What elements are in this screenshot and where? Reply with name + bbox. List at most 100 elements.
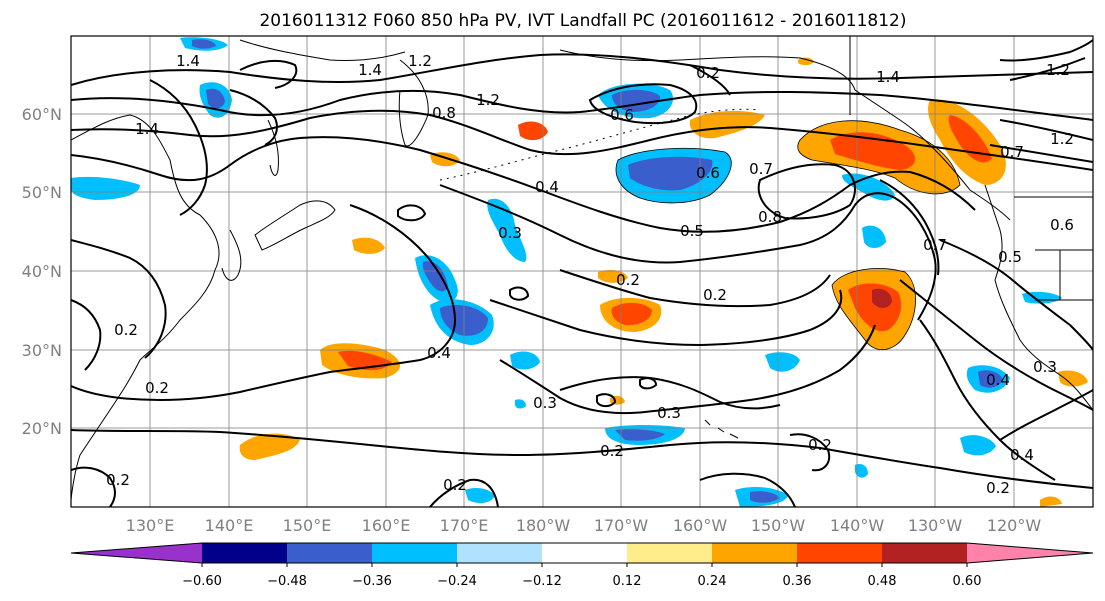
pv-contours (71, 39, 1093, 507)
contour-label: 0.2 (145, 379, 169, 397)
japan-coastline (254, 200, 336, 251)
kamchatka-coastline (398, 59, 429, 147)
contour-label: 0.7 (1000, 143, 1024, 161)
negative-anomaly-tropics-3 (960, 435, 996, 456)
thin-contour-1 (615, 147, 732, 204)
west-coast (994, 279, 1093, 411)
lon-label: 120°W (987, 516, 1042, 535)
hawaii-islands (704, 419, 739, 439)
contour-label: 0.2 (616, 271, 640, 289)
coastlines (71, 36, 1093, 501)
contour-label: 0.2 (443, 476, 467, 494)
colorbar-label: −0.36 (352, 574, 392, 589)
contour-9 (559, 376, 781, 410)
colorbar-segment (712, 543, 797, 563)
us-states (1035, 249, 1093, 301)
contour-label: 1.2 (1046, 61, 1070, 79)
contour-23 (999, 119, 1093, 141)
contour-24 (989, 144, 1093, 163)
lat-label: 40°N (22, 262, 62, 281)
map-title: 2016011312 F060 850 hPa PV, IVT Landfall… (259, 11, 906, 31)
lat-label: 20°N (22, 419, 62, 438)
colorbar-segment (71, 543, 202, 563)
colorbar-label: 0.48 (868, 574, 897, 589)
contour-label: 0.6 (696, 164, 720, 182)
lat-label: 50°N (22, 183, 62, 202)
contour-35 (789, 433, 831, 472)
negative-anomaly-north-pac-core (628, 156, 713, 191)
contour-label: 1.2 (1050, 130, 1074, 148)
contour-11 (559, 269, 831, 308)
contour-13 (899, 279, 1093, 411)
contour-label: 0.7 (749, 160, 773, 178)
contour-29 (509, 286, 530, 301)
contour-label: 0.3 (533, 394, 557, 412)
colorbar-segment (542, 543, 627, 563)
asia-coastline (71, 114, 220, 501)
contour-label: 1.4 (876, 68, 900, 86)
contour-label: 1.2 (476, 91, 500, 109)
lat-label: 30°N (22, 341, 62, 360)
colorbar-label: 0.24 (698, 574, 727, 589)
contour-25 (149, 79, 208, 216)
okhotsk-coastline (239, 39, 406, 61)
bc-coastline (984, 184, 1003, 281)
contour-26 (229, 89, 278, 146)
latitude-labels: 60°N 50°N 40°N 30°N 20°N (22, 105, 62, 438)
thin-contours (615, 120, 961, 350)
negative-anomaly-top-core (192, 39, 216, 49)
colorbar-label: 0.12 (613, 574, 642, 589)
lon-label: 160°W (673, 516, 728, 535)
negative-anomaly-sub-3-core (978, 370, 1003, 388)
contour-label: 0.6 (610, 106, 634, 124)
contour-10 (489, 289, 843, 347)
positive-anomaly-central-core (611, 302, 652, 326)
colorbar-segment (372, 543, 457, 563)
contour-label: 0.2 (703, 286, 727, 304)
colorbar-label: 0.36 (783, 574, 812, 589)
contour-8 (499, 324, 876, 415)
lat-label: 60°N (22, 105, 62, 124)
contour-label: 0.5 (680, 222, 704, 240)
contour-5 (439, 184, 937, 321)
contour-label: 0.6 (1050, 216, 1074, 234)
contour-30 (596, 393, 617, 408)
lon-label: 170°W (594, 516, 649, 535)
positive-anomaly-small-3 (352, 237, 385, 254)
thin-contour-2 (797, 120, 961, 195)
contour-7 (71, 429, 1093, 489)
contour-label: 0.2 (114, 321, 138, 339)
contour-36 (999, 389, 1093, 441)
aleutian-chain (439, 108, 761, 181)
contour-32 (699, 472, 796, 507)
colorbar-label: −0.24 (437, 574, 477, 589)
contour-label: 0.8 (432, 104, 456, 122)
contour-12 (919, 319, 1056, 481)
contour-4 (71, 136, 976, 233)
contour-label: 0.8 (758, 208, 782, 226)
contour-18 (71, 299, 102, 371)
contour-labels: 1.4 1.2 1.4 1.2 1.4 0.8 1.4 0.6 0.6 0.4 … (106, 52, 1074, 497)
contour-label: 0.2 (600, 442, 624, 460)
contour-16 (879, 179, 940, 276)
colorbar-label: −0.60 (182, 574, 222, 589)
contour-label: 0.2 (808, 436, 832, 454)
alaska-coastline (559, 49, 1011, 221)
negative-anomaly-japan-sea-core (206, 88, 225, 109)
colorbar-segment (202, 543, 287, 563)
contour-21 (999, 39, 1093, 62)
longitude-labels: 130°E 140°E 150°E 160°E 170°E 180°W 170°… (126, 516, 1042, 535)
negative-anomaly-tropics-7 (515, 399, 526, 409)
positive-anomaly-small-4 (239, 433, 300, 460)
contour-33 (429, 478, 499, 507)
negative-anomaly-gulf-2 (862, 225, 886, 248)
contour-1 (71, 53, 1093, 86)
colorbar-segment (287, 543, 372, 563)
map-panel: 1.4 1.2 1.4 1.2 1.4 0.8 1.4 0.6 0.6 0.4 … (70, 35, 1094, 508)
contour-19 (588, 83, 698, 125)
contour-28 (397, 204, 427, 222)
colorbar-ticks (201, 563, 968, 567)
contour-label: 0.2 (696, 64, 720, 82)
contour-label: 1.4 (176, 52, 200, 70)
